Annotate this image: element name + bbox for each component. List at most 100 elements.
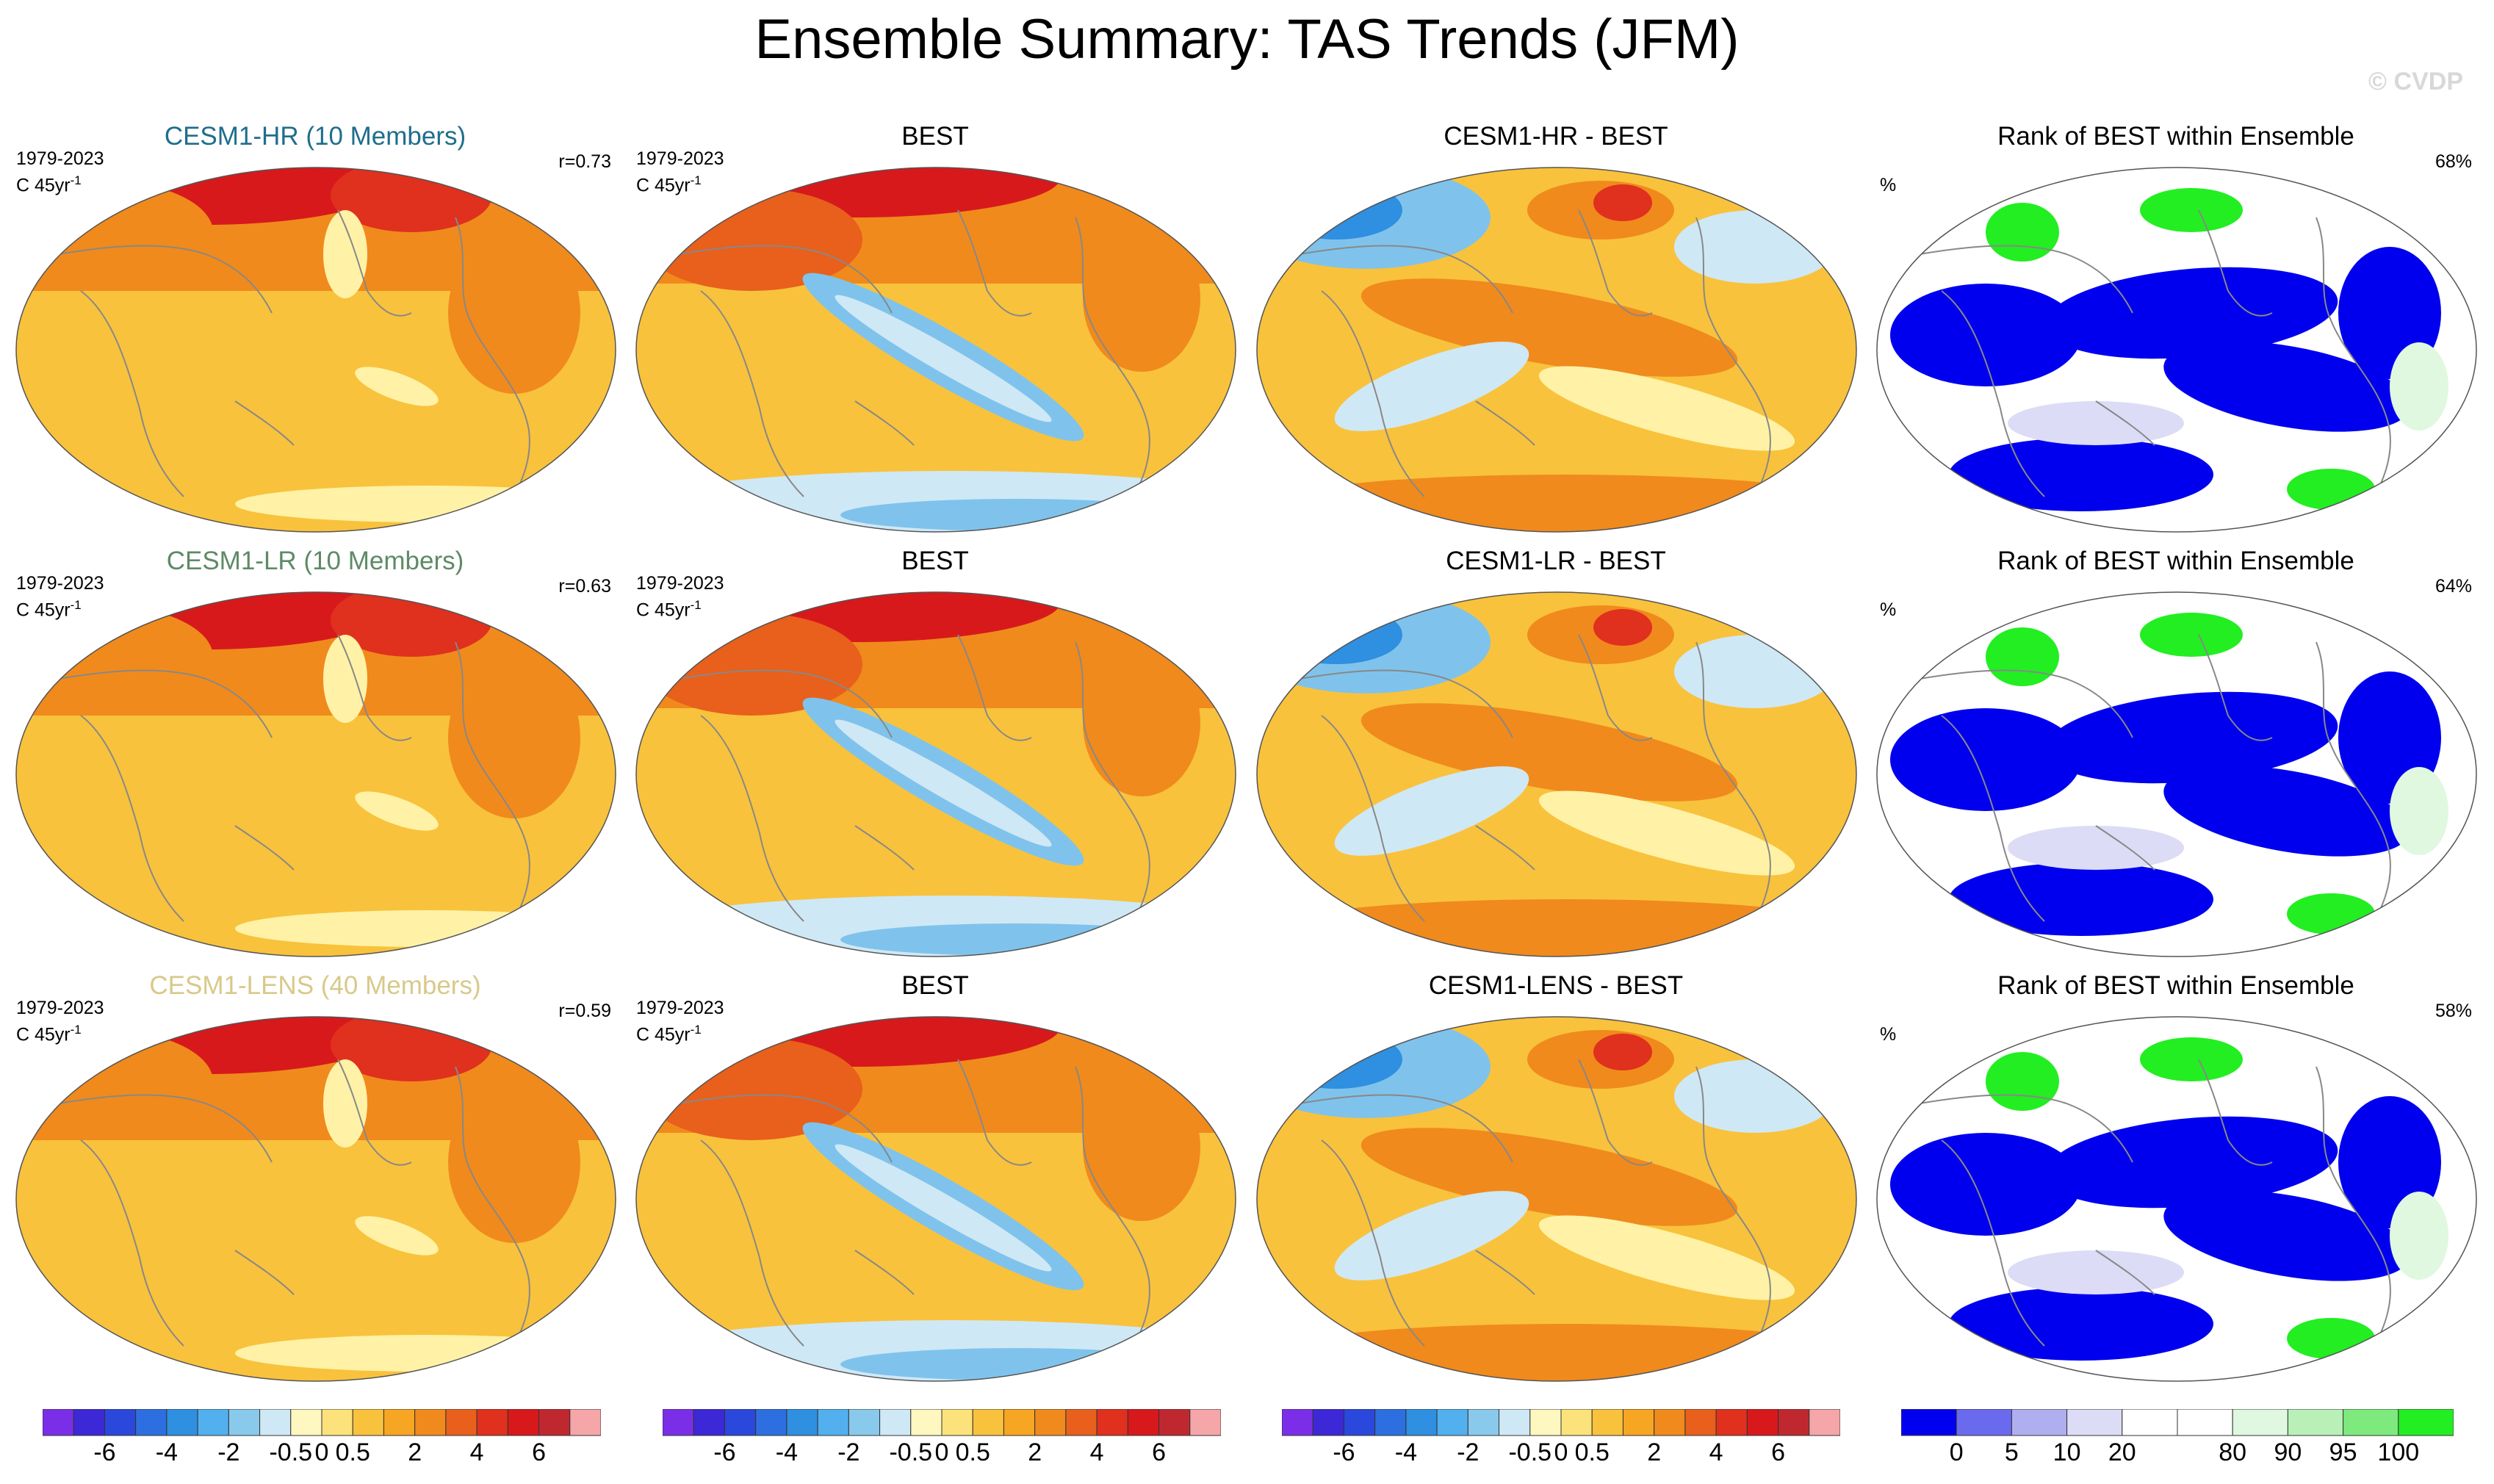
period-label: 1979-2023 <box>16 998 104 1018</box>
colorbar-swatches <box>1901 1409 2454 1436</box>
units-exponent: -1 <box>690 1023 702 1037</box>
units-exponent: -1 <box>690 173 702 187</box>
map-diff <box>1256 1016 1857 1382</box>
units-label: C 45yr <box>636 599 691 621</box>
colorbar-swatch <box>941 1409 973 1436</box>
panel-title: BEST <box>901 122 969 151</box>
colorbar-swatch <box>538 1409 571 1436</box>
trend-colorbar-1: -6 -4 -2 -0.5 0 0.5 2 4 6 <box>43 1409 601 1475</box>
colorbar-swatch <box>910 1409 943 1436</box>
colorbar-tick-label: -4 <box>775 1438 798 1466</box>
colorbar-tick-label: 10 <box>2052 1438 2081 1466</box>
colorbar-swatch <box>1956 1409 2012 1436</box>
period-units-label: 1979-2023 C 45yr-1 <box>636 148 724 196</box>
panel-title: Rank of BEST within Ensemble <box>1997 547 2354 575</box>
map-rank <box>1876 167 2477 533</box>
colorbar-tick-label: 2 <box>1647 1438 1662 1466</box>
colorbar-swatch <box>1158 1409 1191 1436</box>
panel-obs-row-2: BEST 1979-2023 C 45yr-1 <box>630 547 1240 958</box>
colorbar-swatch <box>1622 1409 1655 1436</box>
colorbar-swatch <box>507 1409 540 1436</box>
panel-diff-row-2: CESM1-LR - BEST <box>1251 547 1861 958</box>
page-title: Ensemble Summary: TAS Trends (JFM) <box>754 8 1740 71</box>
colorbar-swatch <box>445 1409 477 1436</box>
colorbar-tick-label: -2 <box>217 1438 240 1466</box>
units-label: C 45yr <box>636 1024 691 1045</box>
colorbar-tick-label: 4 <box>469 1438 484 1466</box>
colorbar-swatch <box>1312 1409 1344 1436</box>
colorbar-swatch <box>290 1409 322 1436</box>
colorbar-tick-label: 6 <box>1152 1438 1167 1466</box>
colorbar-swatch <box>569 1409 601 1436</box>
panel-title: BEST <box>901 547 969 575</box>
colorbar-swatch <box>817 1409 849 1436</box>
percent-unit-label: % <box>1880 1024 1897 1045</box>
map-rank <box>1876 1016 2477 1382</box>
units-label: C 45yr <box>636 175 691 196</box>
colorbar-swatch <box>1715 1409 1748 1436</box>
period-label: 1979-2023 <box>636 148 724 169</box>
colorbar-tick-label: -0.5 <box>889 1438 933 1466</box>
colorbar-tick-label: -2 <box>837 1438 860 1466</box>
colorbar-swatch <box>786 1409 818 1436</box>
colorbar-swatch <box>1684 1409 1717 1436</box>
colorbar-tick-label: 0 <box>934 1438 949 1466</box>
colorbar-swatch <box>1405 1409 1438 1436</box>
colorbar-swatch <box>693 1409 725 1436</box>
panel-title: CESM1-LR (10 Members) <box>166 547 464 575</box>
colorbar-tick-label: 5 <box>2004 1438 2019 1466</box>
colorbar-tick-label: -0.5 <box>269 1438 313 1466</box>
colorbar-swatch <box>104 1409 137 1436</box>
units-exponent: -1 <box>690 598 702 612</box>
colorbar-swatch <box>1374 1409 1407 1436</box>
panel-title: CESM1-LENS (40 Members) <box>149 971 481 1000</box>
colorbar-swatch <box>1778 1409 1810 1436</box>
colorbar-tick-label: 4 <box>1089 1438 1104 1466</box>
colorbar-tick-label: -2 <box>1457 1438 1480 1466</box>
colorbar-tick-label: 80 <box>2219 1438 2247 1466</box>
colorbar-swatch <box>724 1409 757 1436</box>
map-obs <box>635 591 1236 957</box>
panel-ensemble-row-1: CESM1-HR (10 Members) 1979-2023 C 45yr-1 r=… <box>10 122 620 533</box>
period-units-label: 1979-2023 C 45yr-1 <box>636 998 724 1045</box>
colorbar-swatch <box>1529 1409 1562 1436</box>
colorbar-swatch <box>1809 1409 1840 1436</box>
colorbar-swatch <box>1560 1409 1593 1436</box>
period-units-label: 1979-2023 C 45yr-1 <box>16 148 104 196</box>
units-label: C 45yr <box>16 1024 71 1045</box>
colorbar-tick-label: -0.5 <box>1508 1438 1552 1466</box>
map-diff <box>1256 591 1857 957</box>
colorbar-tick-label: 100 <box>2377 1438 2420 1466</box>
colorbar-swatch <box>1189 1409 1221 1436</box>
colorbar-swatch <box>1746 1409 1779 1436</box>
map-ensemble <box>15 1016 616 1382</box>
colorbar-tick-label: -6 <box>1333 1438 1355 1466</box>
colorbar-tick-label: 6 <box>532 1438 547 1466</box>
colorbar-swatch <box>2066 1409 2123 1436</box>
colorbar-swatch <box>972 1409 1004 1436</box>
pattern-correlation: r=0.73 <box>558 151 611 172</box>
colorbar-swatch <box>1065 1409 1098 1436</box>
map-diff <box>1256 167 1857 533</box>
trend-colorbar-2: -6 -4 -2 -0.5 0 0.5 2 4 6 <box>663 1409 1221 1475</box>
percent-unit-label: % <box>1880 599 1897 620</box>
colorbar-swatch <box>1282 1409 1313 1436</box>
colorbar-tick-label: 20 <box>2108 1438 2136 1466</box>
colorbar-tick-label: 2 <box>408 1438 422 1466</box>
colorbar-tick-label: -6 <box>713 1438 736 1466</box>
colorbar-swatch <box>1343 1409 1376 1436</box>
panel-obs-row-3: BEST 1979-2023 C 45yr-1 <box>630 971 1240 1383</box>
colorbar-tick-label: 0 <box>1554 1438 1568 1466</box>
map-obs <box>635 1016 1236 1382</box>
pattern-correlation: r=0.63 <box>558 576 611 597</box>
colorbar-swatch <box>228 1409 261 1436</box>
panel-title: CESM1-HR (10 Members) <box>164 122 466 151</box>
colorbar-swatch <box>848 1409 881 1436</box>
colorbar-swatch <box>1499 1409 1531 1436</box>
percent-value: 68% <box>2434 151 2472 172</box>
panel-title: CESM1-HR - BEST <box>1444 122 1668 151</box>
colorbar-tick-label: 2 <box>1028 1438 1042 1466</box>
period-units-label: 1979-2023 C 45yr-1 <box>636 573 724 621</box>
colorbar-tick-label: -6 <box>93 1438 116 1466</box>
panel-ensemble-row-3: CESM1-LENS (40 Members) 1979-2023 C 45yr-1… <box>10 971 620 1383</box>
